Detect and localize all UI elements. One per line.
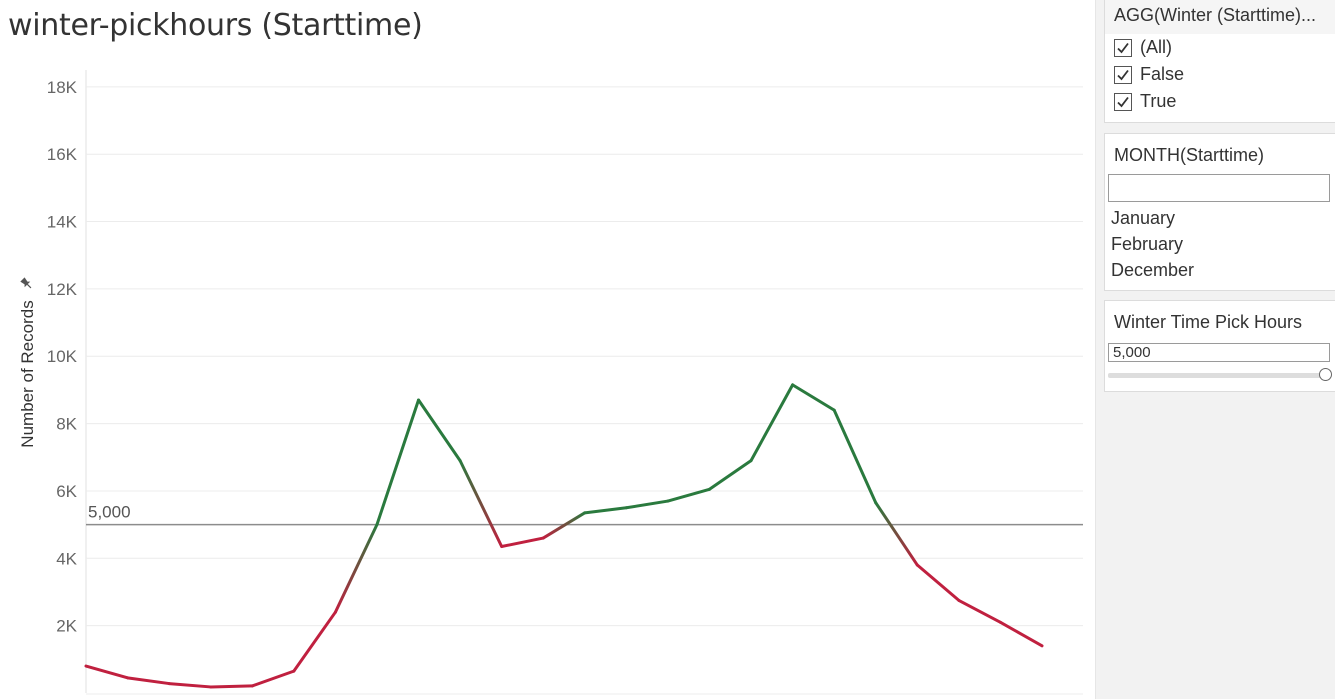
line-segment (749, 383, 795, 463)
y-tick-label: 14K (47, 213, 78, 232)
checkbox-all[interactable] (1114, 38, 1132, 57)
checkbox-false[interactable] (1114, 65, 1132, 84)
line-segment (874, 501, 919, 567)
filter-option-all[interactable]: (All) (1105, 34, 1335, 61)
line-segment (707, 459, 753, 491)
checkmark-icon (1117, 96, 1129, 107)
y-tick-label: 12K (47, 280, 78, 299)
line-segment (250, 669, 296, 688)
filter-option-label: True (1140, 91, 1177, 111)
month-filter-title[interactable]: MONTH(Starttime) (1114, 145, 1264, 165)
parameter-slider-handle[interactable] (1319, 368, 1332, 381)
parameter-slider-track[interactable] (1108, 373, 1322, 378)
filter-option-label: False (1140, 64, 1185, 84)
line-segment (500, 536, 545, 549)
month-item-december[interactable]: December (1111, 260, 1195, 280)
month-item-january[interactable]: January (1111, 208, 1176, 228)
agg-winter-filter: AGG(Winter (Starttime)... (All) False Tr… (1104, 0, 1335, 123)
parameter-control: Winter Time Pick Hours 5,000 (1104, 300, 1335, 392)
y-tick-label: 8K (56, 415, 77, 434)
line-chart: 2K 4K 6K 8K 10K 12K 14K 16K 18K Number of Records… (18, 70, 1083, 695)
y-tick-label: 16K (47, 145, 78, 164)
line-segment (791, 383, 836, 412)
parameter-value-input[interactable]: 5,000 (1108, 343, 1330, 362)
line-segment (541, 511, 587, 540)
panel-divider (1095, 0, 1096, 699)
line-segment (583, 506, 628, 515)
y-tick-label: 18K (47, 78, 78, 97)
line-segment (832, 408, 878, 505)
y-tick-label: 4K (56, 549, 77, 568)
reference-line-label: 5,000 (88, 503, 131, 522)
month-filter: MONTH(Starttime) January February Decemb… (1104, 133, 1335, 291)
page-title: winter-pickhours (Starttime) (8, 8, 423, 43)
y-tick-label: 10K (47, 347, 78, 366)
parameter-title: Winter Time Pick Hours (1114, 312, 1303, 332)
sidebar: AGG(Winter (Starttime)... (All) False Tr… (1096, 0, 1335, 699)
line-segment (126, 676, 171, 686)
line-segment (666, 487, 711, 503)
checkbox-true[interactable] (1114, 92, 1132, 111)
pin-icon (20, 277, 32, 289)
line-segment (624, 499, 670, 510)
month-item-february[interactable]: February (1111, 234, 1184, 254)
line-segment (915, 563, 961, 602)
filter-option-true[interactable]: True (1105, 88, 1335, 115)
filter-option-label: (All) (1140, 37, 1172, 57)
y-tick-label: 2K (56, 617, 77, 636)
checkmark-icon (1117, 69, 1129, 80)
filter-option-false[interactable]: False (1105, 61, 1335, 88)
checkmark-icon (1117, 42, 1129, 53)
line-segment (998, 620, 1044, 648)
line-segment (957, 598, 1002, 624)
line-segment (333, 523, 379, 614)
y-tick-label: 6K (56, 482, 77, 501)
month-list: January February December (1105, 205, 1335, 283)
line-segment (417, 398, 462, 463)
y-axis-title: Number of Records (18, 300, 37, 447)
line-segment (375, 398, 421, 527)
line-segment (209, 684, 254, 689)
line-segment (167, 682, 213, 689)
line-segment (84, 664, 130, 680)
month-search-input[interactable] (1108, 174, 1330, 202)
line-segment (292, 610, 337, 673)
agg-winter-filter-title[interactable]: AGG(Winter (Starttime)... (1105, 0, 1335, 34)
line-segment (458, 459, 504, 549)
